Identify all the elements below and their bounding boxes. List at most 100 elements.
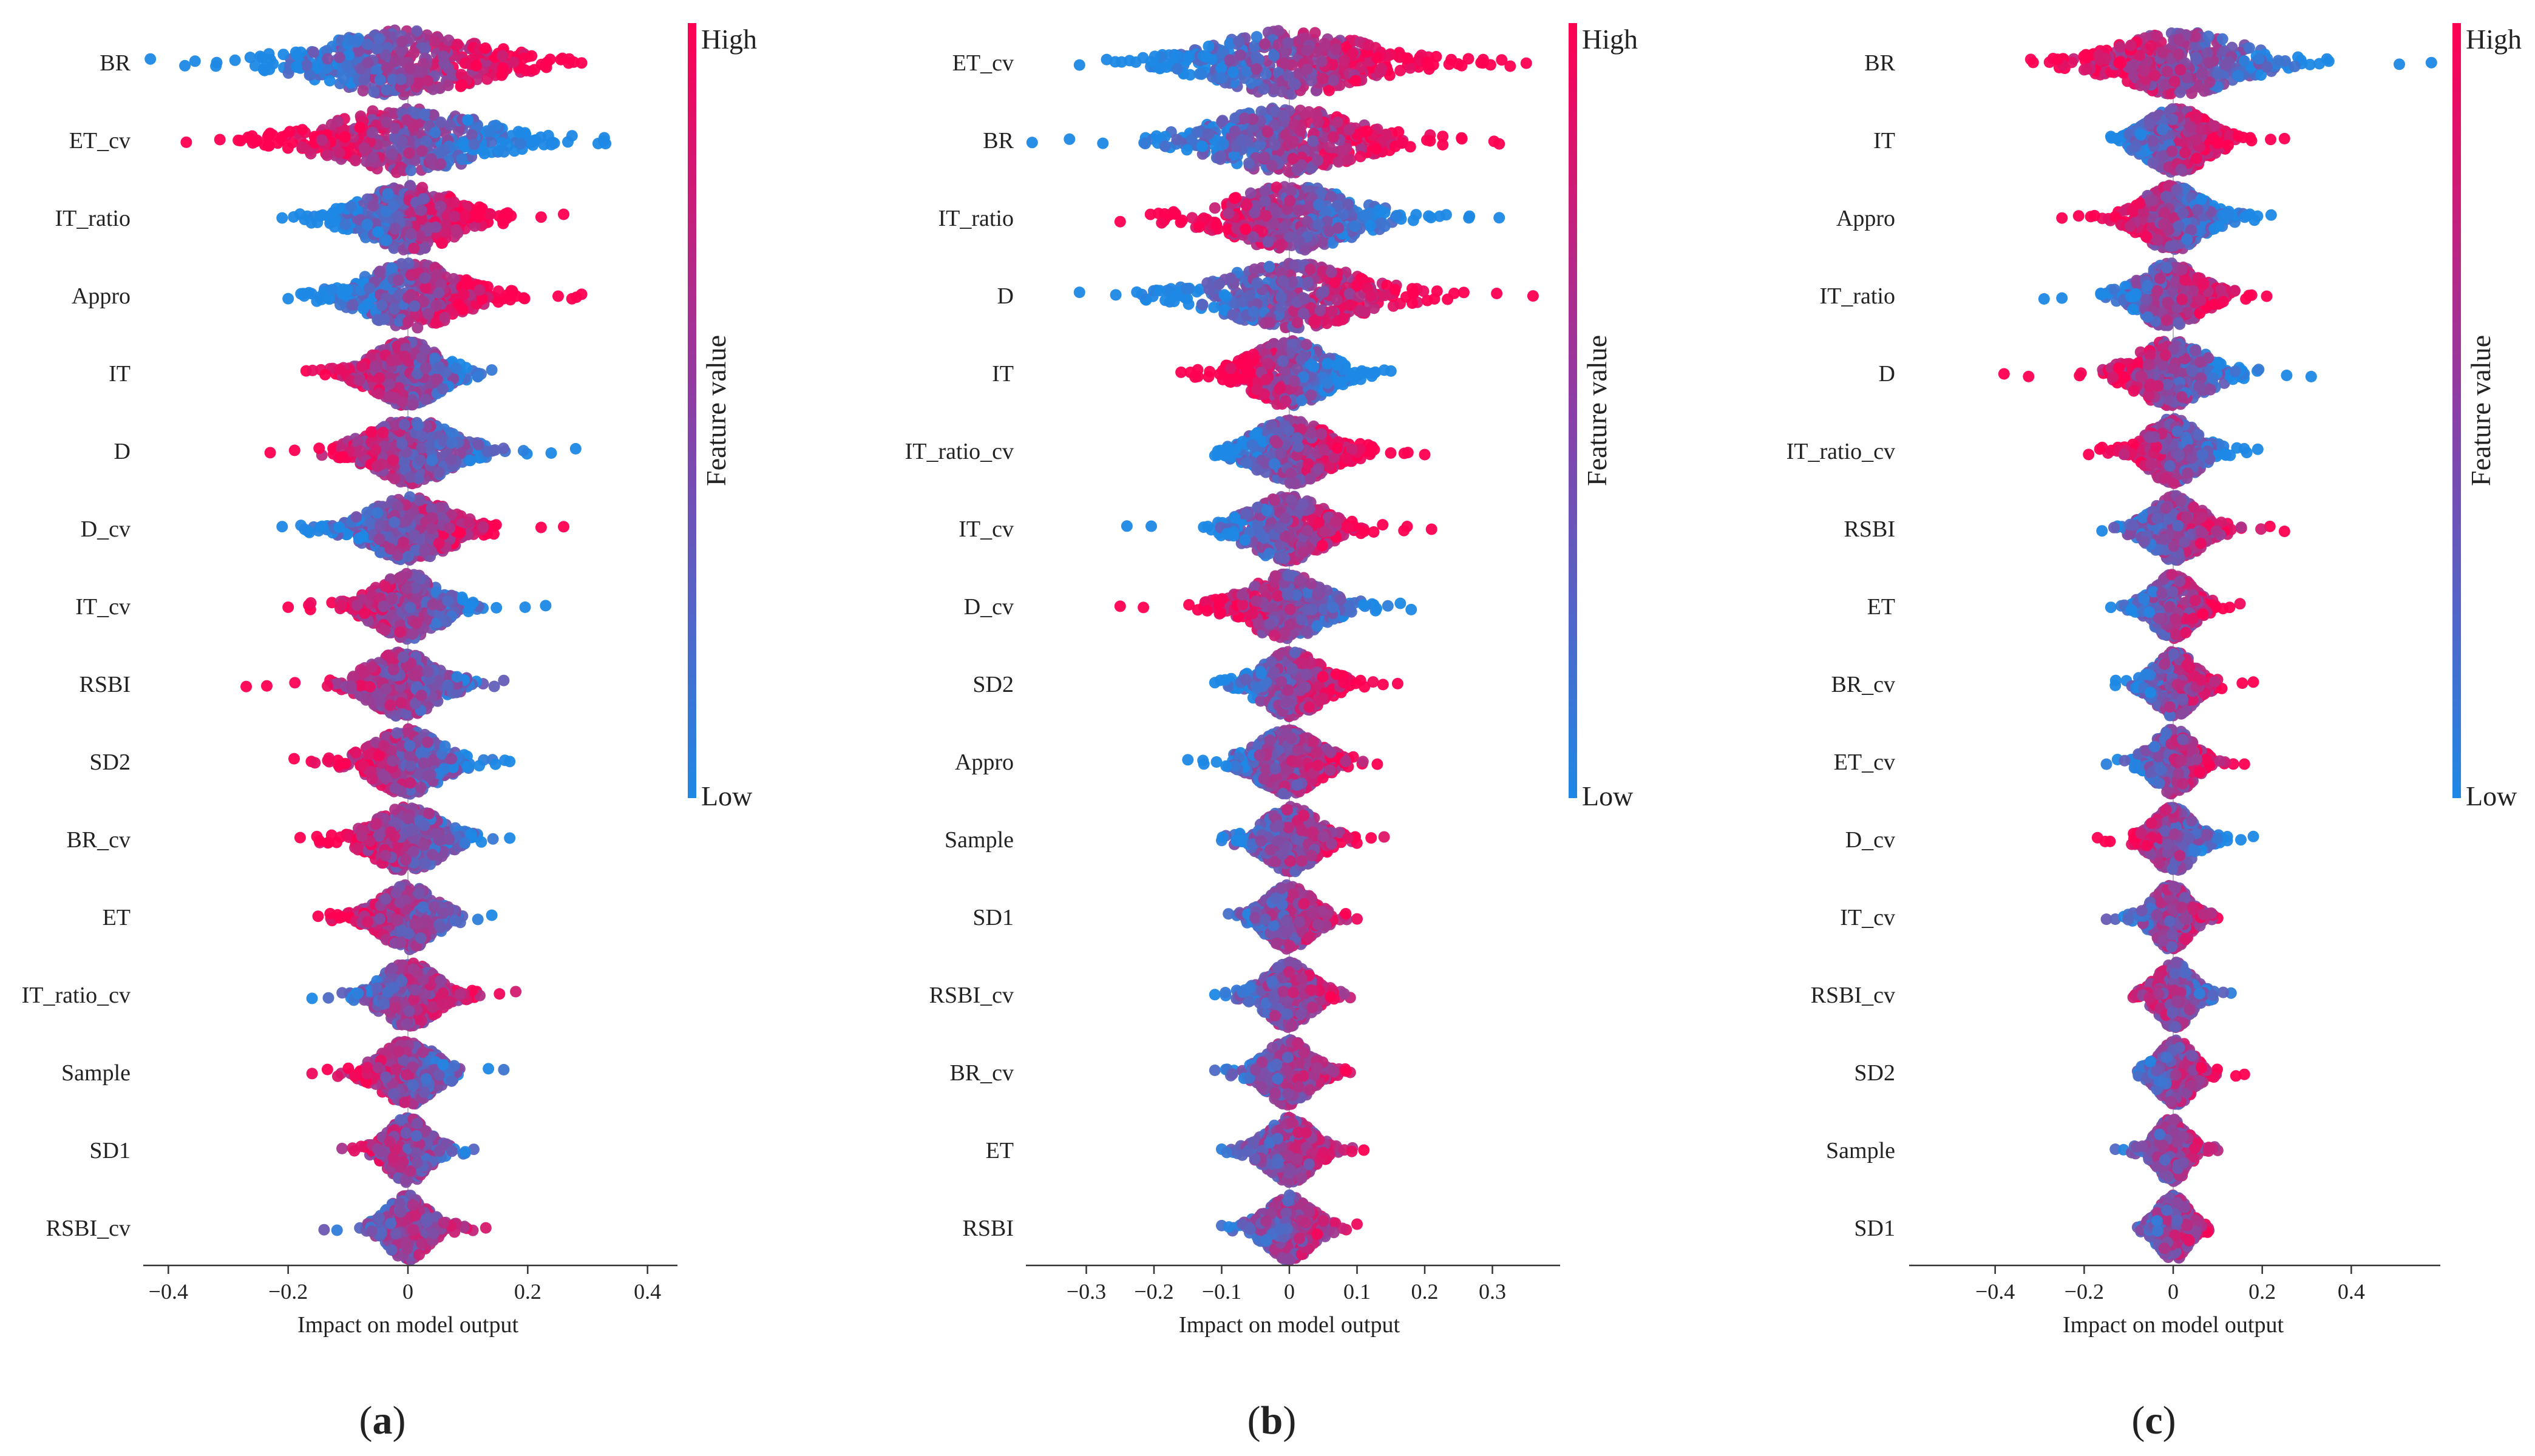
shap-point xyxy=(357,85,369,97)
shap-point xyxy=(501,207,514,219)
shap-point xyxy=(392,274,404,286)
shap-point xyxy=(382,188,394,200)
shap-point xyxy=(289,677,301,689)
shap-point xyxy=(229,54,241,66)
shap-point xyxy=(419,393,432,405)
shap-point xyxy=(486,909,498,921)
shap-point xyxy=(389,804,401,816)
shap-point xyxy=(353,45,365,57)
shap-point xyxy=(353,374,365,387)
shap-point xyxy=(422,770,434,782)
shap-point xyxy=(563,53,575,65)
shap-point xyxy=(144,53,157,65)
shap-point xyxy=(404,62,416,74)
shap-point xyxy=(477,521,489,533)
shap-point xyxy=(316,134,328,146)
shap-point xyxy=(379,850,392,862)
shap-point xyxy=(267,58,279,70)
shap-point xyxy=(545,447,557,459)
shap-point xyxy=(316,520,328,532)
shap-point xyxy=(428,109,439,121)
shap-point xyxy=(396,135,408,147)
shap-point xyxy=(396,438,408,450)
shap-point xyxy=(407,628,419,640)
shap-point xyxy=(456,79,468,91)
shap-point xyxy=(382,649,394,662)
shap-point xyxy=(485,137,497,148)
shap-point xyxy=(347,671,359,683)
shap-point xyxy=(429,35,441,47)
shap-point xyxy=(505,285,517,297)
shap-point xyxy=(504,832,516,844)
shap-point xyxy=(405,228,417,240)
shap-point xyxy=(322,53,334,65)
shap-point xyxy=(381,62,393,74)
feature-swarm-RSBI xyxy=(240,646,510,722)
shap-point xyxy=(437,50,449,63)
shap-point xyxy=(456,594,469,606)
shap-point xyxy=(412,77,424,89)
shap-point xyxy=(535,211,547,223)
shap-point xyxy=(372,507,384,519)
shap-point xyxy=(358,73,370,86)
feature-swarm-BR_cv xyxy=(294,801,516,876)
shap-point xyxy=(444,522,456,534)
shap-point xyxy=(451,671,463,683)
shap-point xyxy=(394,626,406,638)
feature-label: BR_cv xyxy=(66,827,131,853)
shap-point xyxy=(367,126,378,138)
shap-point xyxy=(453,299,465,311)
shap-point xyxy=(246,137,259,149)
shap-point xyxy=(338,73,350,85)
shap-point xyxy=(395,44,407,56)
shap-point xyxy=(426,523,438,535)
shap-point xyxy=(438,763,450,775)
feature-swarm-IT_ratio xyxy=(276,180,569,256)
shap-point xyxy=(373,314,385,327)
shap-point xyxy=(433,466,445,478)
feature-swarm-D xyxy=(264,416,582,490)
shap-point xyxy=(334,364,346,376)
shap-point xyxy=(558,521,569,533)
shap-point xyxy=(282,293,294,305)
shap-point xyxy=(333,52,345,64)
shap-point xyxy=(295,520,307,532)
shap-point xyxy=(259,139,271,151)
shap-point xyxy=(350,747,362,759)
shap-point xyxy=(359,607,371,619)
shap-point xyxy=(305,217,317,229)
shap-point xyxy=(339,757,351,770)
shap-point xyxy=(464,455,477,467)
feature-swarm-BR xyxy=(144,24,588,101)
shap-point xyxy=(389,55,401,67)
shap-point xyxy=(305,597,317,609)
shap-point xyxy=(520,129,532,141)
feature-swarm-ET xyxy=(312,879,498,955)
shap-point xyxy=(384,699,396,711)
shap-point xyxy=(374,520,386,532)
shap-point xyxy=(442,679,454,691)
shap-point xyxy=(480,42,492,54)
shap-point xyxy=(389,516,400,528)
shap-point xyxy=(426,455,438,467)
shap-point xyxy=(460,274,472,286)
shap-point xyxy=(430,221,442,233)
shap-point xyxy=(439,218,452,231)
shap-point xyxy=(441,615,452,628)
shap-point xyxy=(381,117,393,129)
shap-point xyxy=(283,126,296,138)
shap-point xyxy=(276,212,288,224)
shap-point xyxy=(477,144,489,157)
shap-point xyxy=(312,910,324,923)
feature-label: Appro xyxy=(72,283,131,309)
shap-point xyxy=(368,86,380,98)
shap-point xyxy=(290,61,302,73)
shap-point xyxy=(444,119,456,131)
shap-point xyxy=(460,362,472,374)
shap-point xyxy=(404,601,416,614)
shap-point xyxy=(374,73,386,86)
feature-swarm-ET_cv xyxy=(180,103,612,178)
feature-label: D_cv xyxy=(81,516,131,542)
shap-point xyxy=(472,371,484,383)
shap-point xyxy=(453,125,465,137)
